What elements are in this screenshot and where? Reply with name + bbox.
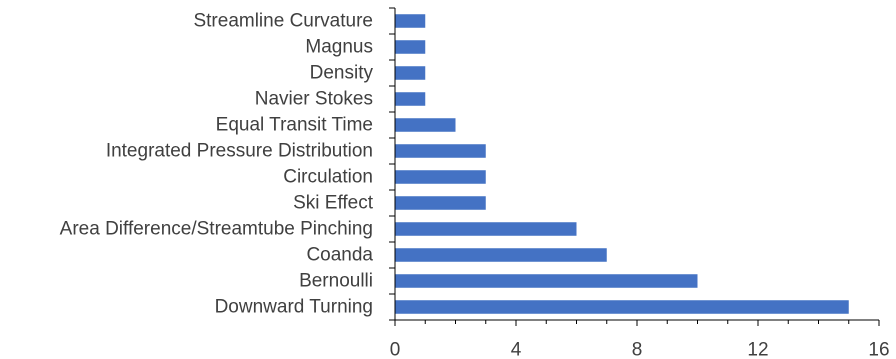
category-label-ski-effect: Ski Effect	[293, 193, 374, 214]
x-tick-label-8: 8	[632, 340, 643, 359]
x-tick-label-0: 0	[390, 340, 401, 359]
category-label-magnus: Magnus	[305, 37, 373, 58]
bar-bernoulli	[395, 274, 698, 288]
category-label-area-difference-streamtube-pinching: Area Difference/Streamtube Pinching	[60, 219, 373, 240]
category-label-bernoulli: Bernoulli	[299, 271, 373, 292]
x-tick-labels: 0 4 8 12 16	[390, 340, 890, 359]
category-label-navier-stokes: Navier Stokes	[255, 89, 373, 110]
category-label-density: Density	[310, 63, 374, 84]
category-labels: Streamline Curvature Magnus Density Navier …	[60, 11, 374, 318]
bar-circulation	[395, 170, 486, 184]
category-label-streamline-curvature: Streamline Curvature	[193, 11, 373, 32]
x-tick-label-16: 16	[868, 340, 889, 359]
bar-equal-transit-time	[395, 118, 456, 132]
axes-group	[389, 7, 879, 321]
x-tick-label-4: 4	[511, 340, 522, 359]
bar-navier-stokes	[395, 92, 426, 106]
category-label-downward-turning: Downward Turning	[215, 297, 373, 318]
category-label-integrated-pressure-distribution: Integrated Pressure Distribution	[106, 141, 373, 162]
bar-integrated-pressure-distribution	[395, 144, 486, 158]
bars-group	[395, 14, 849, 314]
bar-streamline-curvature	[395, 14, 426, 28]
category-label-coanda: Coanda	[306, 245, 373, 266]
bar-density	[395, 66, 426, 80]
bar-coanda	[395, 248, 607, 262]
bar-ski-effect	[395, 196, 486, 210]
x-ticks-group	[394, 320, 880, 326]
bar-downward-turning	[395, 300, 849, 314]
bar-area-difference-streamtube-pinching	[395, 222, 577, 236]
x-tick-label-12: 12	[747, 340, 768, 359]
bar-magnus	[395, 40, 426, 54]
category-label-circulation: Circulation	[283, 167, 373, 188]
category-label-equal-transit-time: Equal Transit Time	[216, 115, 373, 136]
